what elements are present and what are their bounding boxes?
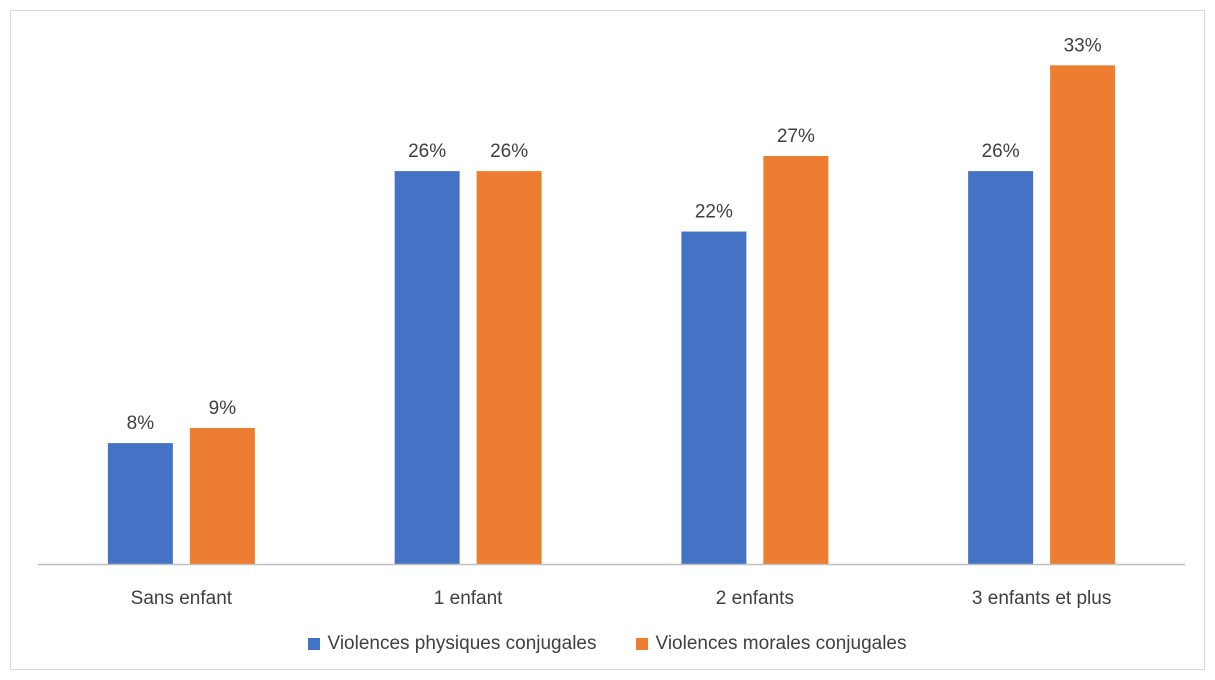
legend: Violences physiques conjugales Violences… bbox=[0, 633, 1215, 655]
data-label-morales-3: 27% bbox=[777, 126, 815, 147]
data-label-morales-2: 26% bbox=[490, 141, 528, 162]
data-label-physiques-1: 8% bbox=[127, 413, 155, 434]
legend-item-morales: Violences morales conjugales bbox=[636, 633, 907, 655]
legend-swatch-morales bbox=[636, 638, 649, 650]
bar-morales-2 bbox=[476, 171, 542, 564]
data-label-physiques-2: 26% bbox=[408, 141, 446, 162]
category-label-3: 2 enfants bbox=[716, 588, 794, 609]
data-label-physiques-4: 26% bbox=[982, 141, 1020, 162]
legend-label-physiques: Violences physiques conjugales bbox=[327, 633, 597, 654]
data-label-physiques-3: 22% bbox=[695, 202, 733, 223]
legend-swatch-physiques bbox=[308, 638, 321, 650]
bar-physiques-2 bbox=[394, 171, 460, 564]
legend-label-morales: Violences morales conjugales bbox=[655, 633, 907, 654]
category-label-2: 1 enfant bbox=[434, 588, 503, 609]
bar-physiques-1 bbox=[107, 443, 173, 564]
bar-morales-3 bbox=[763, 156, 829, 564]
category-label-4: 3 enfants et plus bbox=[972, 588, 1111, 609]
data-label-morales-1: 9% bbox=[209, 398, 237, 419]
legend-item-physiques: Violences physiques conjugales bbox=[308, 633, 596, 655]
bar-morales-1 bbox=[189, 428, 255, 564]
bars-group bbox=[107, 65, 1116, 565]
bar-physiques-3 bbox=[681, 231, 747, 565]
bar-morales-4 bbox=[1050, 65, 1116, 564]
category-label-1: Sans enfant bbox=[131, 588, 233, 609]
value-labels-group: 8% 9% 26% 26% 22% 27% 26% 33% bbox=[127, 35, 1102, 434]
category-labels-group: Sans enfant 1 enfant 2 enfants 3 enfants et… bbox=[131, 588, 1112, 609]
data-label-morales-4: 33% bbox=[1064, 35, 1102, 56]
bar-physiques-4 bbox=[968, 171, 1034, 564]
